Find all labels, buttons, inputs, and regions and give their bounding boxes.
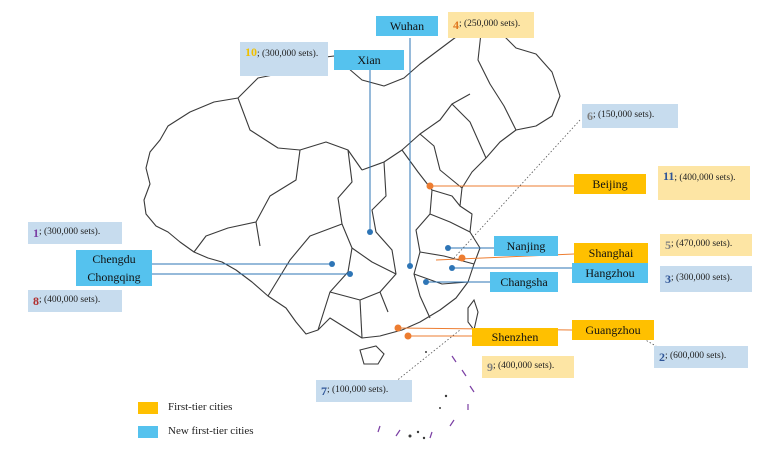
note-xian: 10; (300,000 sets). [240, 42, 328, 76]
legend-label-first-tier: First-tier cities [168, 401, 233, 413]
city-label-wuhan: Wuhan [376, 16, 438, 36]
legend-swatch-first-tier [138, 402, 158, 414]
city-label-chongqing: Chongqing [76, 268, 152, 286]
city-label-chengdu: Chengdu [76, 250, 152, 268]
hainan-island [359, 345, 385, 365]
city-label-hangzhou: Hangzhou [572, 263, 648, 283]
city-label-shenzhen: Shenzhen [472, 328, 558, 346]
city-label-beijing: Beijing [574, 174, 646, 194]
legend-swatch-new-first-tier [138, 426, 158, 438]
note-chengdu: 1; (300,000 sets). [28, 222, 122, 244]
south-sea-dashes [377, 355, 475, 439]
note-wuhan: 4; (250,000 sets). [448, 12, 534, 38]
note-beijing: 11; (400,000 sets). [658, 166, 750, 200]
note-unlabeled-6: 6; (150,000 sets). [582, 104, 678, 128]
taiwan-island [467, 298, 479, 332]
note-guangzhou: 2; (600,000 sets). [654, 346, 748, 368]
orange-connectors [397, 185, 575, 337]
blue-connectors [150, 38, 572, 283]
note-chongqing: 8; (400,000 sets). [28, 290, 122, 312]
city-label-guangzhou: Guangzhou [572, 320, 654, 340]
city-label-nanjing: Nanjing [494, 236, 558, 256]
city-label-xian: Xian [334, 50, 404, 70]
city-label-changsha: Changsha [490, 272, 558, 292]
legend-label-new-first-tier: New first-tier cities [168, 425, 254, 437]
note-shenzhen: 9; (400,000 sets). [482, 356, 574, 378]
note-changsha: 7; (100,000 sets). [316, 380, 412, 402]
china-outline [143, 23, 561, 339]
south-sea-islets [408, 351, 448, 440]
city-label-shanghai: Shanghai [574, 243, 648, 263]
city-points [329, 182, 466, 340]
note-shanghai: 5; (470,000 sets). [660, 234, 752, 256]
note-hangzhou: 3; (300,000 sets). [660, 266, 752, 292]
